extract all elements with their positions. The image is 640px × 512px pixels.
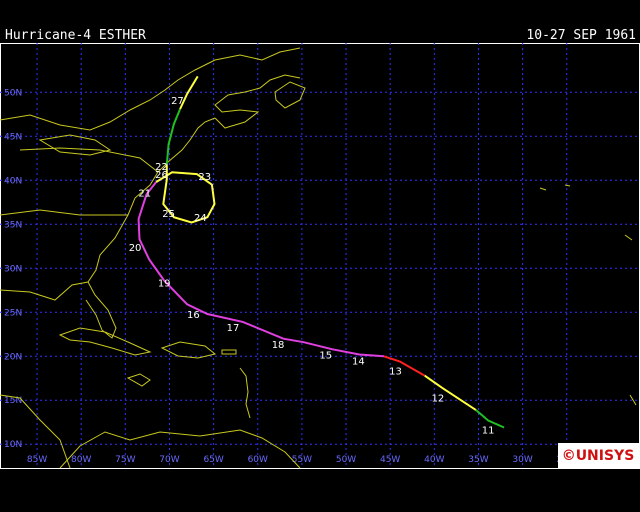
- day-label: 19: [158, 278, 171, 289]
- storm-title: Hurricane-4 ESTHER: [5, 28, 146, 43]
- lon-tick-label: 55W: [292, 455, 312, 465]
- lon-tick-label: 65W: [203, 455, 223, 465]
- coastline: [59, 429, 301, 469]
- track-segment: [475, 409, 505, 429]
- coastline: [160, 341, 217, 359]
- coastline: [0, 394, 71, 469]
- day-label: 22: [155, 162, 168, 173]
- lon-tick-label: 75W: [115, 455, 135, 465]
- coastline: [19, 147, 159, 173]
- track-segment: [179, 75, 199, 110]
- lat-tick-label: 10N: [4, 440, 22, 450]
- coastline: [214, 74, 301, 129]
- coastline: [0, 117, 216, 301]
- date-range: 10-27 SEP 1961: [526, 28, 636, 43]
- coastline: [85, 281, 117, 339]
- day-label: 24: [194, 213, 207, 224]
- coastline: [58, 327, 152, 356]
- lon-tick-label: 80W: [71, 455, 91, 465]
- coastline: [38, 134, 112, 156]
- day-label: 23: [198, 172, 211, 183]
- day-label: 18: [272, 340, 285, 351]
- logo-text: ©UNISYS: [562, 448, 635, 464]
- lat-tick-label: 35N: [4, 220, 22, 230]
- day-label: 14: [352, 357, 365, 368]
- day-label: 12: [431, 394, 444, 405]
- coastlines: [0, 47, 637, 469]
- lon-tick-label: 40W: [424, 455, 444, 465]
- lon-tick-label: 70W: [159, 455, 179, 465]
- coastline: [274, 81, 306, 109]
- day-label: 26: [155, 170, 168, 181]
- day-label: 17: [227, 323, 240, 334]
- lon-tick-label: 35W: [468, 455, 488, 465]
- storm-track: [137, 75, 505, 429]
- track-segment: [383, 355, 426, 377]
- lat-tick-label: 30N: [4, 264, 22, 274]
- grid: 85W80W75W70W65W60W55W50W45W40W35W30W25W1…: [0, 43, 640, 468]
- day-label: 25: [162, 209, 175, 220]
- day-label: 16: [187, 310, 200, 321]
- lon-tick-label: 45W: [380, 455, 400, 465]
- coastline: [0, 209, 128, 216]
- track-segment: [165, 108, 182, 165]
- lon-tick-label: 60W: [248, 455, 268, 465]
- track-segment: [424, 374, 477, 411]
- lat-tick-label: 40N: [4, 176, 22, 186]
- day-label: 13: [389, 366, 402, 377]
- lon-tick-label: 30W: [512, 455, 532, 465]
- day-label: 20: [129, 243, 142, 254]
- coastline: [126, 373, 151, 387]
- lat-tick-label: 45N: [4, 132, 22, 142]
- lon-tick-label: 85W: [27, 455, 47, 465]
- logo: ©UNISYS: [558, 443, 639, 468]
- coastline: [239, 367, 251, 419]
- track-segment: [137, 181, 385, 358]
- day-markers: 11 12 13 14 15 16 17 18 19 20 21 22 23 24 25 26 27: [129, 96, 495, 436]
- lat-tick-label: 25N: [4, 308, 22, 318]
- lat-tick-label: 50N: [4, 88, 22, 98]
- lon-tick-label: 50W: [336, 455, 356, 465]
- coastline: [539, 184, 637, 406]
- lat-tick-label: 20N: [4, 352, 22, 362]
- day-label: 15: [319, 350, 332, 361]
- day-label: 21: [138, 189, 151, 200]
- day-label: 11: [482, 425, 495, 436]
- lat-tick-label: 15N: [4, 396, 22, 406]
- day-label: 27: [171, 96, 184, 107]
- coastline: [0, 47, 301, 131]
- logo-box: [558, 443, 639, 468]
- track-segment: [155, 164, 216, 224]
- coastline: [221, 349, 237, 355]
